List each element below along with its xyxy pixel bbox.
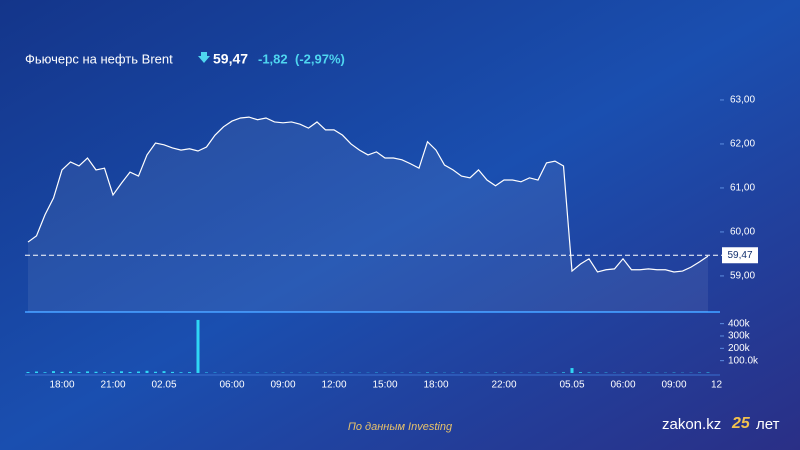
price-area [28, 117, 708, 312]
volume-bar [35, 371, 38, 373]
y2-tick-label: 300k [728, 331, 751, 342]
x-tick-label: 09:00 [661, 380, 686, 391]
volume-bar [562, 372, 565, 373]
x-tick-label: 09:00 [270, 380, 295, 391]
source: По данным Investing [348, 421, 453, 433]
volume-bar [162, 371, 166, 373]
x-tick-label: 06:00 [219, 380, 244, 391]
change-percent: (-2,97%) [295, 51, 345, 66]
price-line [27, 116, 709, 273]
volume-bar [171, 371, 174, 373]
volume-bar [145, 370, 149, 373]
volume-bar [43, 372, 47, 373]
volume-bar [120, 371, 123, 373]
x-tick-label: 05.05 [559, 380, 584, 391]
volume-bar [77, 372, 81, 373]
volume-bar [103, 372, 106, 373]
x-tick-label: 18:00 [49, 380, 74, 391]
x-tick-label: 21:00 [100, 380, 125, 391]
x-tick-label: 18:00 [423, 380, 448, 391]
brand-badge: 25 [731, 415, 751, 432]
x-tick-label: 15:00 [372, 380, 397, 391]
y2-tick-label: 200k [728, 343, 751, 354]
volume-bar [26, 372, 30, 373]
x-tick-label: 02.05 [151, 380, 176, 391]
brand-name: zakon.kz [662, 416, 721, 433]
y2-tick-label: 400k [728, 318, 751, 329]
volume-bar [94, 371, 98, 373]
volume-bar [111, 371, 115, 373]
volume-bar [188, 372, 191, 373]
y2-tick-label: 100.0k [728, 355, 759, 366]
volume-bar [196, 319, 200, 373]
x-tick-label: 06:00 [610, 380, 635, 391]
last-price-box [722, 247, 758, 264]
last-price-label: 59,47 [727, 250, 752, 261]
y-tick-label: 61,00 [730, 183, 755, 194]
y-tick-label: 59,00 [730, 271, 755, 282]
y-tick-label: 63,00 [730, 95, 755, 106]
volume-bar [69, 371, 72, 373]
chart-title: Фьючерс на нефть Brent [25, 51, 173, 66]
last-price: 59,47 [213, 51, 248, 67]
volume-bar [154, 371, 157, 373]
brand-suffix: лет [756, 416, 780, 433]
volume-bar [128, 372, 132, 373]
volume-bar [137, 371, 140, 373]
volume-bar [179, 372, 183, 373]
change: -1,82 [258, 51, 288, 66]
volume-bar [60, 371, 64, 373]
x-tick-label: 22:00 [491, 380, 516, 391]
volume-bar [570, 368, 574, 373]
volume-bar [579, 372, 582, 373]
down-arrow [198, 52, 210, 63]
volume-bar [86, 371, 89, 373]
x-tick-label: 12:00 [321, 380, 346, 391]
y-tick-label: 62,00 [730, 139, 755, 150]
y-tick-label: 60,00 [730, 227, 755, 238]
x-tick-label: 12 [711, 380, 723, 391]
volume-bar [52, 371, 55, 373]
